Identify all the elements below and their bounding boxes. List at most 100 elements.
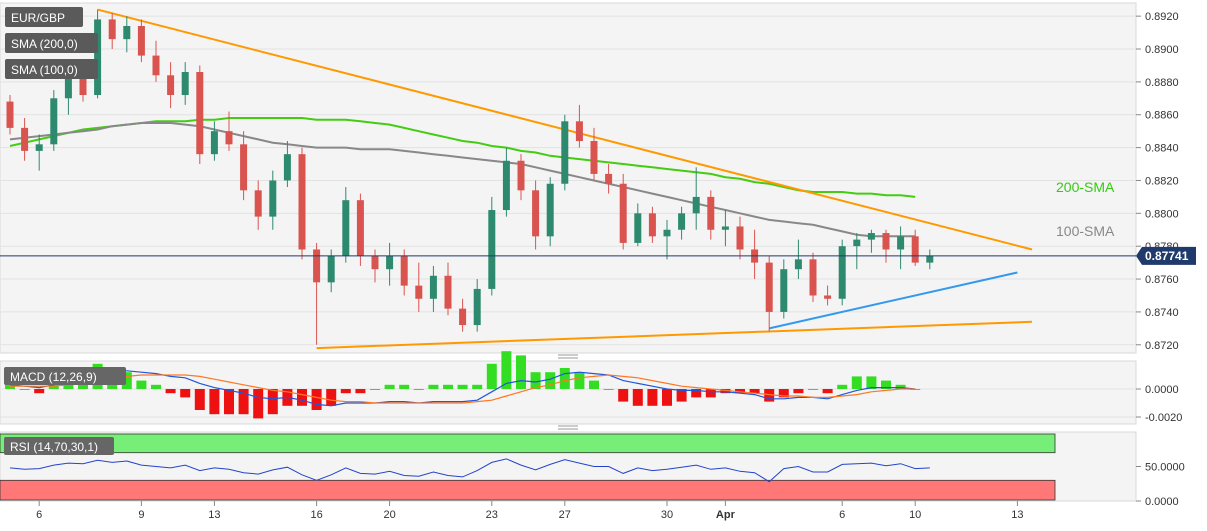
candle-bearish [356,193,364,266]
price-tick-label: 0.8860 [1145,110,1179,122]
candle-bearish [240,131,248,201]
time-tick-label: 10 [909,509,921,521]
candle-bearish [517,154,525,201]
macd-histogram-bar [267,389,278,415]
candle-bearish [809,252,817,303]
macd-histogram-bar [34,389,45,394]
candle-bearish [648,206,656,243]
legend-entry: SMA (200,0) [11,37,78,51]
rsi-axis: 50.0000 0.0000 [1136,462,1185,508]
macd-histogram-bar [618,389,629,402]
candle-body [400,256,408,286]
candle-body [707,196,715,230]
candle-bullish [386,242,394,286]
macd-histogram-bar [676,389,687,402]
candle-body [371,256,379,270]
macd-histogram-bar [224,389,234,415]
rsi-label-box [4,437,114,455]
candle-bearish [415,262,423,312]
candle-bearish [459,298,467,332]
macd-histogram-bar [647,389,658,406]
macd-histogram-bar [253,389,264,419]
candle-bullish [794,239,802,280]
macd-tick-label: 0.0000 [1145,384,1179,396]
candle-bullish [473,279,481,332]
panel-splitter[interactable] [558,354,578,359]
candle-body [225,131,233,145]
candle-body [517,160,525,191]
macd-histogram-bar [326,389,337,406]
candle-bearish [590,127,598,181]
candle-body [561,121,569,184]
candle-body [64,75,72,99]
candle-body [459,308,467,326]
candles [6,9,934,345]
candle-bullish [546,177,554,247]
macd-histogram-bar [866,376,877,389]
candle-bullish [94,9,102,99]
macd-histogram-bar [428,384,439,389]
candle-bearish [6,95,14,135]
candle-bullish [780,259,788,319]
candle-body [6,101,14,128]
price-panel: 0.8920 0.8900 0.8880 0.8860 0.8840 0.8820 0.88… [0,2,1196,354]
macd-histogram-bar [545,372,556,389]
candle-body [79,75,87,96]
candle-body [634,213,642,243]
macd-histogram-bar [778,389,789,398]
macd-panel: 0.0000 -0.0020 MACD (12,26,9) [0,351,1182,425]
time-tick-label: 6 [36,509,42,521]
candle-bullish [561,114,569,191]
candle-bullish [853,233,861,270]
candle-body [765,262,773,312]
macd-histogram-bar [297,389,307,406]
macd-histogram-bar [370,389,380,390]
candle-body [94,19,102,96]
macd-histogram-bar [837,384,848,389]
candle-body [444,275,452,309]
candle-bullish [678,206,686,240]
candle-body [926,256,934,263]
macd-histogram-bar [516,355,526,389]
macd-histogram-bar [881,380,891,389]
macd-histogram-bar [764,389,775,402]
candle-bullish [342,187,350,263]
macd-tick-label: -0.0020 [1145,412,1182,424]
macd-histogram-bar [48,384,59,389]
candle-body [327,256,335,283]
candle-bullish [867,229,875,253]
candle-body [181,72,189,96]
candle-body [824,295,832,299]
candle-body [648,213,656,237]
candle-body [21,127,29,151]
macd-histogram-bar [486,363,497,389]
macd-histogram-bar [632,389,643,406]
macd-histogram-bar [5,384,15,389]
rsi-line [9,458,930,483]
candle-body [867,233,875,240]
macd-histogram-bar [443,384,453,389]
candle-bullish [123,16,131,53]
candle-body [794,259,802,270]
macd-histogram-bar [574,372,585,389]
candle-bullish [429,265,437,312]
macd-histogram-bar [720,389,731,394]
time-tick-label: 6 [839,509,845,521]
candle-body [210,131,218,155]
candle-bearish [532,180,540,250]
candle-body [575,121,583,142]
macd-histogram-bar [851,376,862,389]
panel-splitter[interactable] [558,425,578,430]
candle-body [897,236,905,250]
macd-histogram-bar [559,368,570,389]
sma200-label: 200-SMA [1056,179,1115,195]
candle-body [780,269,788,312]
candle-body [911,236,919,263]
candle-bearish [575,104,583,148]
macd-histogram-bar [705,389,716,398]
macd-histogram-bar [121,372,132,389]
legend-entry: EUR/GBP [11,11,65,25]
candle-bullish [488,196,496,296]
rsi-overbought-zone [0,433,1056,454]
